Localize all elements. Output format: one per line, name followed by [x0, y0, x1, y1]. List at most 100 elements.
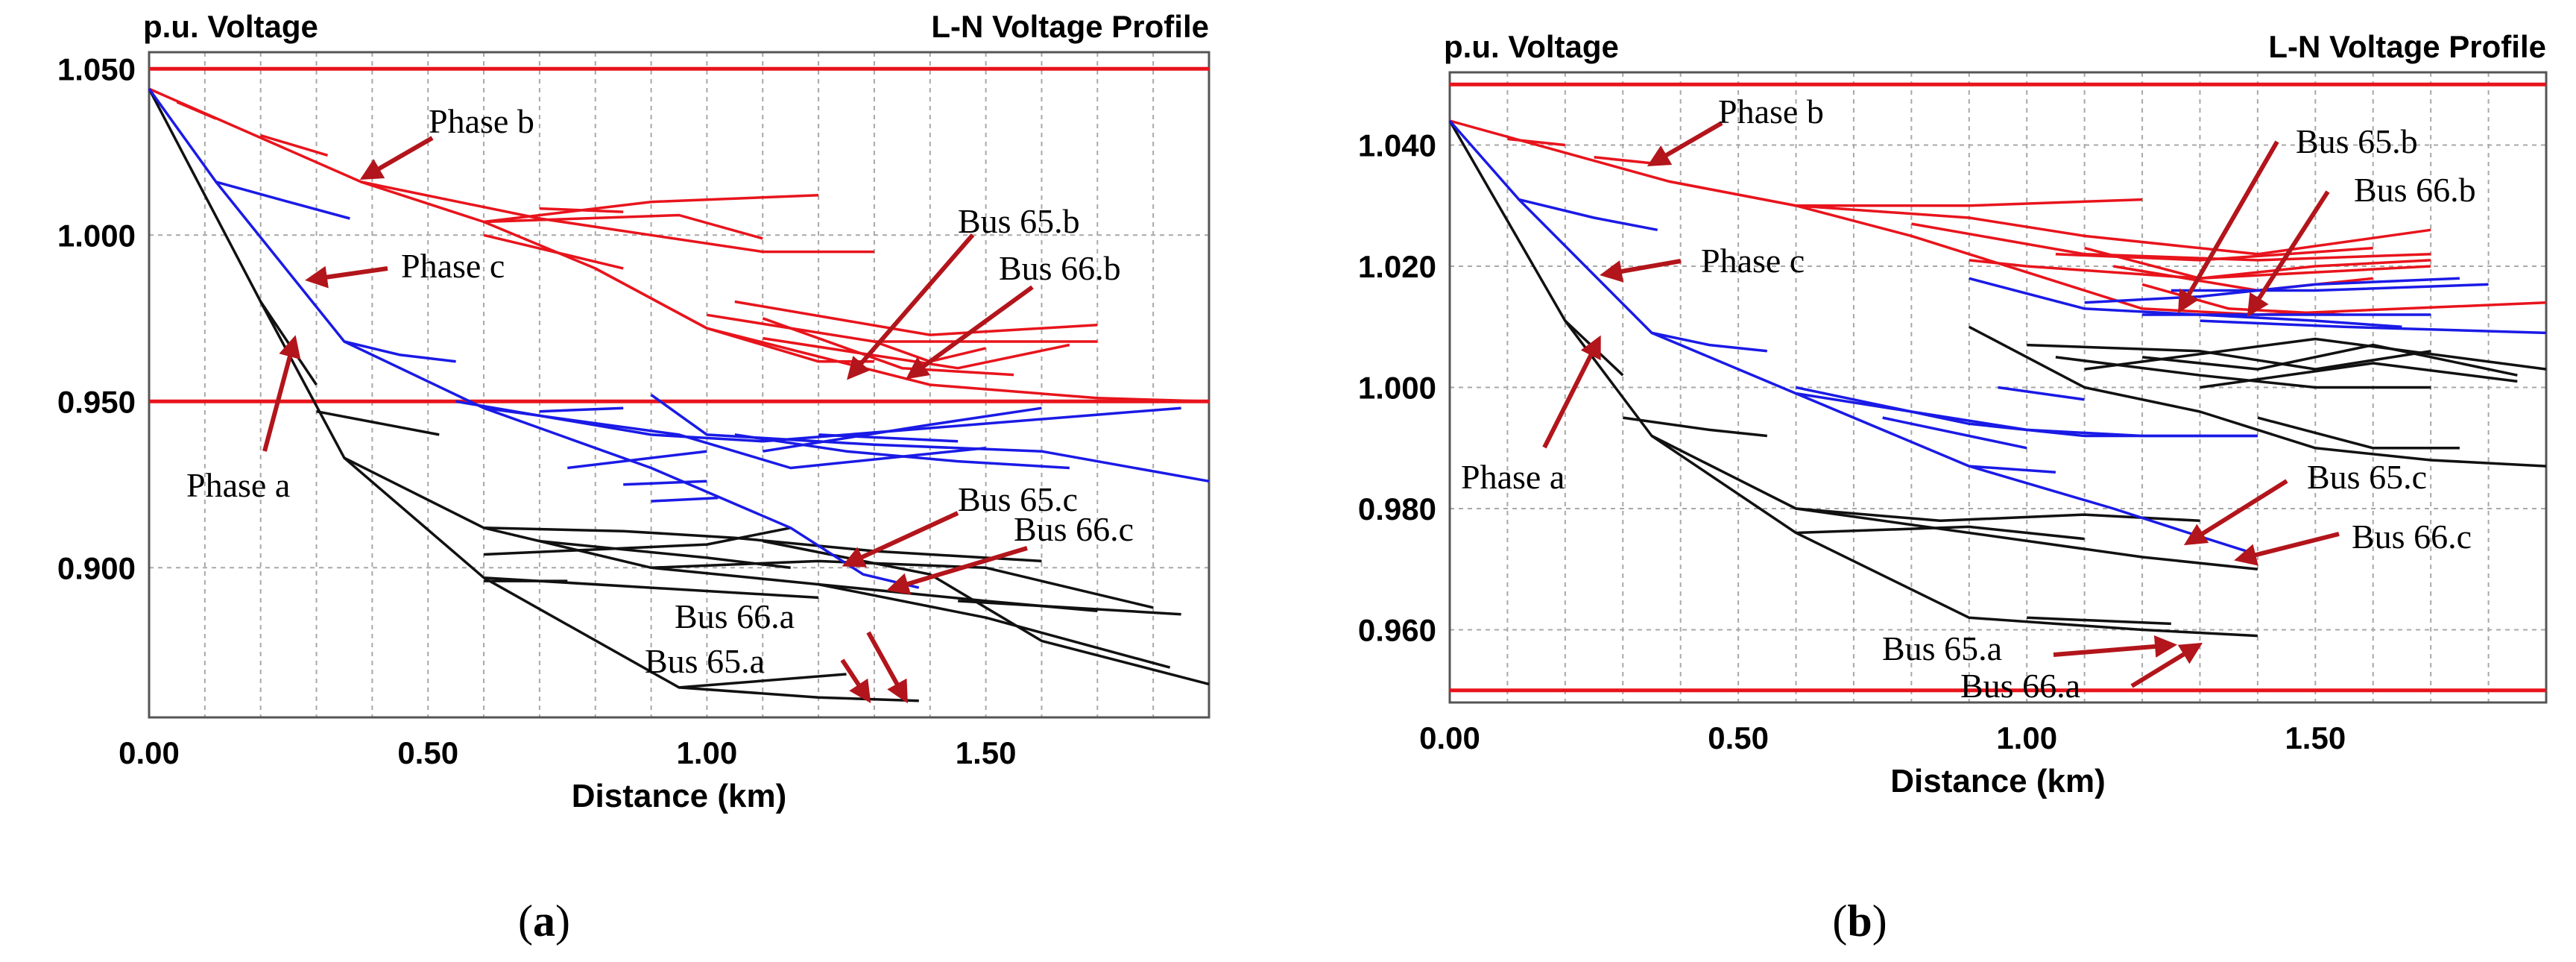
- y-tick-label: 0.950: [57, 384, 136, 419]
- panel-caption: (a): [518, 896, 570, 946]
- series-line-phase-c: [567, 450, 707, 470]
- annotation-arrow: [262, 335, 301, 452]
- series-line-phase-c: [623, 480, 707, 486]
- x-tick-label: 0.00: [119, 735, 180, 770]
- series-line-phase-c: [1651, 331, 1767, 353]
- series-line-phase-b: [1796, 204, 2431, 256]
- series-line-phase-b: [2055, 246, 2373, 262]
- chart-title-left: p.u. Voltage: [1444, 29, 1619, 64]
- plot-frame: [1448, 71, 2548, 704]
- annotation-arrow: [2183, 479, 2288, 546]
- x-tick-label: 1.50: [2285, 720, 2346, 755]
- series-line-phase-c: [650, 393, 1210, 483]
- series-line-phase-b: [176, 101, 217, 120]
- series-line-phase-a: [2200, 362, 2518, 389]
- series-line-phase-a: [2027, 343, 2431, 371]
- annotation-label: Bus 65.c: [2307, 458, 2427, 496]
- series-line-phase-c: [539, 406, 624, 413]
- x-axis-label: Distance (km): [572, 778, 787, 814]
- chart-title-left: p.u. Voltage: [143, 9, 318, 44]
- annotation-arrow: [840, 658, 871, 704]
- annotation-arrow: [2177, 140, 2279, 314]
- annotation-label: Bus 66.a: [675, 597, 795, 635]
- series-line-phase-c: [215, 180, 350, 220]
- series-line-phase-c: [818, 433, 959, 443]
- annotation-label: Bus 65.c: [958, 480, 1078, 518]
- series-line-phase-c: [455, 400, 1181, 443]
- annotation-arrow: [2053, 635, 2177, 658]
- annotation-label: Phase b: [1718, 92, 1824, 131]
- series-line-phase-a: [958, 600, 1181, 616]
- annotation-arrow: [359, 136, 434, 180]
- plot-frame: [148, 51, 1210, 719]
- chart-panel-b: 0.960 0.980 1.000 1.020 1.040 0.00 0.50 1.00 1.5…: [1358, 29, 2548, 946]
- annotation-arrow: [1542, 335, 1601, 449]
- x-tick-label: 1.00: [1996, 720, 2057, 755]
- chart-panel-a: 0.900 0.950 1.000 1.050 0.00 0.50 1.00 1.50 p.u.…: [57, 9, 1210, 946]
- series-line-phase-c: [344, 340, 456, 363]
- x-tick-label: 1.00: [677, 735, 738, 770]
- annotation-label: Phase c: [401, 247, 505, 285]
- series-line-phase-a: [1796, 507, 2200, 523]
- series-line-phase-a: [148, 88, 919, 702]
- series-line-phase-c: [148, 88, 920, 589]
- series-line-phase-b: [1969, 259, 2027, 268]
- series-line-phase-b: [1668, 180, 2143, 207]
- series-line-phase-b: [539, 207, 624, 213]
- series-line-phase-b: [763, 336, 1070, 370]
- annotation-arrow: [2234, 532, 2340, 566]
- annotation-label: Bus 66.c: [2352, 518, 2472, 556]
- series-line-phase-c: [2200, 319, 2547, 335]
- annotation-label: Bus 65.b: [958, 202, 1080, 240]
- chart-title-right: L-N Voltage Profile: [931, 9, 1209, 44]
- series-line-phase-a: [651, 559, 1154, 609]
- x-tick-label: 0.00: [1419, 720, 1480, 755]
- y-tick-label: 1.000: [1358, 371, 1436, 406]
- series-line-phase-c: [651, 496, 719, 503]
- annotation-arrow: [886, 546, 1028, 595]
- annotation-arrow: [866, 631, 908, 704]
- series-line-phase-a: [678, 673, 847, 689]
- annotation-arrow: [2247, 190, 2330, 318]
- series-line-phase-c: [1998, 386, 2085, 401]
- annotation-arrow: [906, 285, 1034, 380]
- series-line-phase-b: [2141, 283, 2345, 316]
- x-axis-label: Distance (km): [1890, 763, 2106, 799]
- y-tick-label: 0.900: [57, 550, 136, 585]
- series-line-phase-c: [2171, 283, 2489, 292]
- series-line-phase-b: [734, 300, 1098, 336]
- x-tick-label: 1.50: [956, 735, 1017, 770]
- chart-title-right: L-N Voltage Profile: [2268, 29, 2546, 64]
- annotation-label: Phase a: [186, 466, 290, 504]
- series-line-phase-a: [1651, 434, 2258, 571]
- series-line-phase-c: [734, 433, 1070, 470]
- series-line-phase-a: [1968, 325, 2547, 468]
- annotation-label: Bus 65.a: [1882, 629, 2002, 667]
- series-line-phase-c: [483, 406, 986, 470]
- series-line-phase-b: [2084, 246, 2431, 280]
- series-line-phase-b: [762, 317, 1014, 377]
- series-line-phase-b: [1594, 156, 1652, 165]
- annotation-arrow: [847, 233, 975, 380]
- series-line-phase-a: [2141, 343, 2518, 377]
- annotation-label: Phase c: [1701, 242, 1805, 280]
- annotation-arrow: [842, 511, 959, 568]
- x-tick-label: 0.50: [397, 735, 458, 770]
- x-tick-label: 0.50: [1708, 720, 1769, 755]
- series-line-phase-c: [1969, 465, 2056, 474]
- panel-caption: (b): [1832, 896, 1887, 946]
- series-line-phase-b: [483, 233, 624, 270]
- series-line-phase-b: [594, 267, 1210, 403]
- series-line-phase-c: [763, 406, 1042, 453]
- annotation-arrow: [1647, 121, 1723, 167]
- y-tick-label: 0.960: [1358, 613, 1436, 648]
- annotation-arrow: [305, 265, 388, 289]
- y-tick-label: 1.020: [1358, 249, 1436, 284]
- series-line-phase-b: [1507, 137, 1565, 147]
- series-line-phase-a: [2027, 616, 2171, 626]
- series-line-phase-b: [2027, 259, 2431, 280]
- annotation-label: Bus 66.c: [1014, 510, 1134, 548]
- series-line-phase-b: [361, 180, 874, 254]
- series-line-phase-b: [1911, 222, 2431, 262]
- series-line-phase-a: [316, 409, 440, 436]
